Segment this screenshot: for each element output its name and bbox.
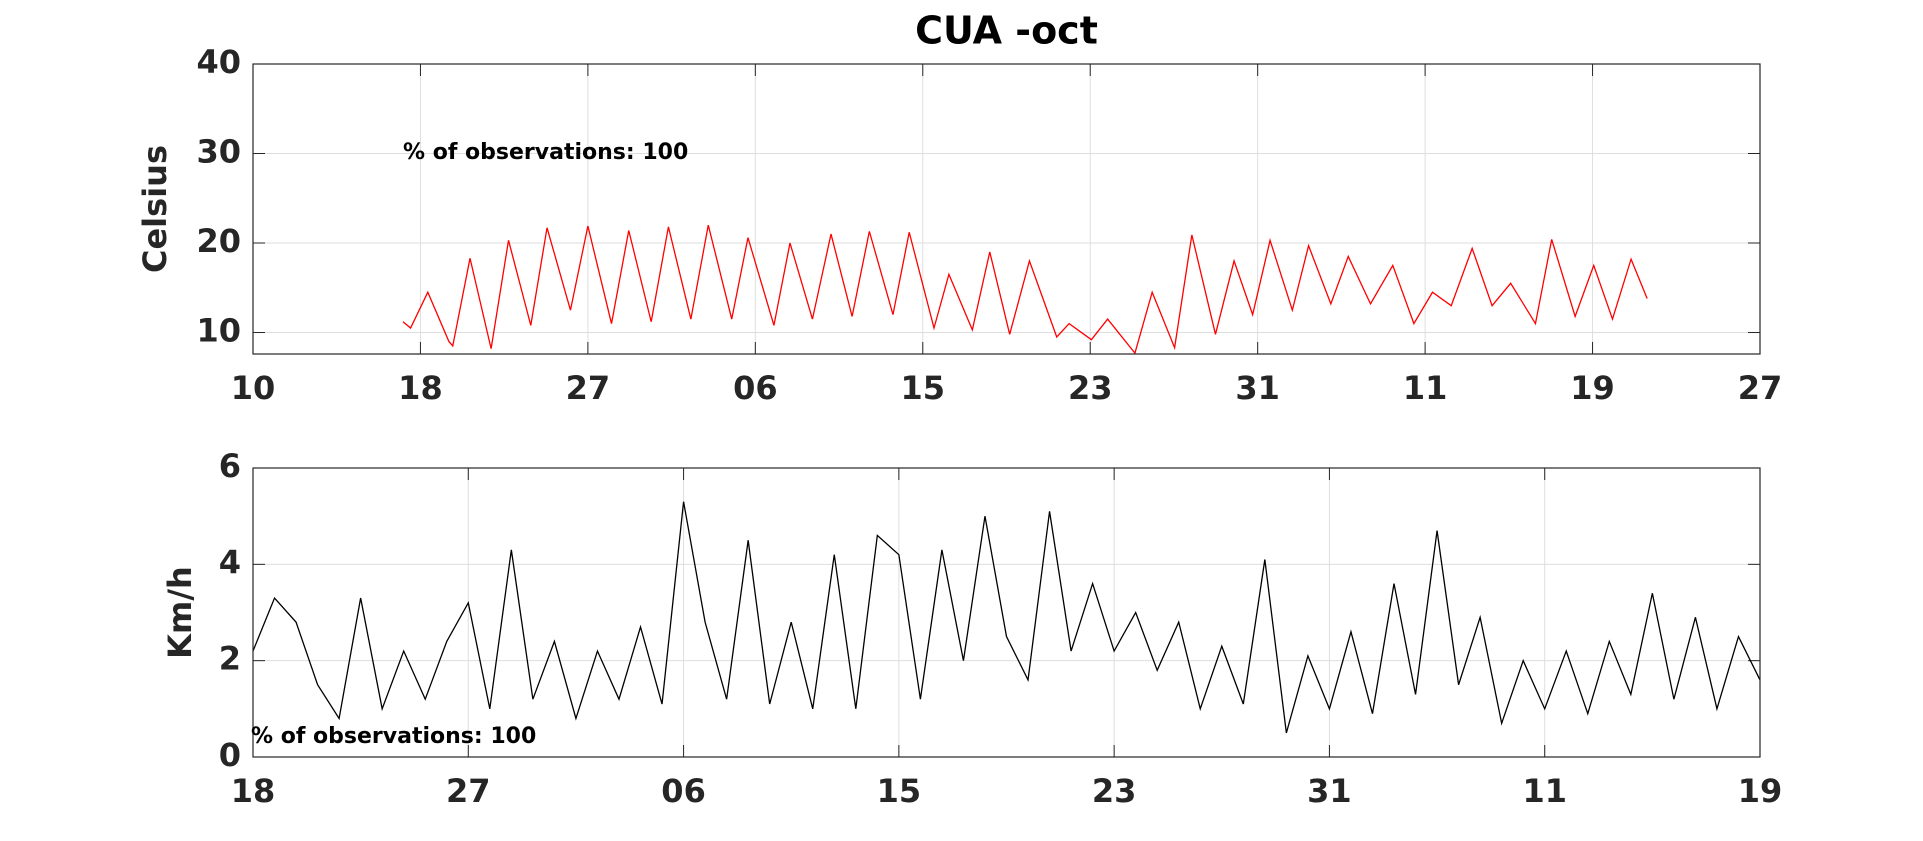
- y-axis-label: Celsius: [136, 145, 174, 273]
- x-tick-label: 27: [566, 369, 611, 407]
- x-tick-label: 15: [877, 772, 922, 810]
- x-tick-label: 27: [1738, 369, 1783, 407]
- x-tick-label: 15: [901, 369, 946, 407]
- x-tick-label: 19: [1570, 369, 1615, 407]
- x-tick-label: 06: [733, 369, 778, 407]
- chart-title: CUA -oct: [915, 9, 1098, 53]
- x-tick-label: 11: [1522, 772, 1567, 810]
- x-tick-label: 18: [398, 369, 443, 407]
- y-tick-label: 40: [196, 43, 241, 81]
- x-tick-label: 23: [1068, 369, 1113, 407]
- x-tick-label: 31: [1307, 772, 1352, 810]
- y-tick-label: 2: [219, 640, 241, 678]
- data-line: [252, 501, 1761, 734]
- x-tick-label: 18: [231, 772, 276, 810]
- axes-frame: [252, 467, 1761, 758]
- y-tick-label: 30: [196, 133, 241, 171]
- x-tick-label: 27: [446, 772, 491, 810]
- y-tick-label: 10: [196, 312, 241, 350]
- plot-area: [253, 468, 1760, 757]
- y-tick-label: 6: [219, 447, 241, 485]
- x-tick-label: 06: [661, 772, 706, 810]
- x-tick-label: 11: [1403, 369, 1448, 407]
- x-tick-label: 23: [1092, 772, 1137, 810]
- x-tick-label: 19: [1738, 772, 1783, 810]
- y-tick-label: 0: [219, 736, 241, 774]
- plot-area: [253, 64, 1760, 354]
- y-axis-label: Km/h: [161, 566, 199, 659]
- annotation: % of observations: 100: [251, 724, 536, 749]
- annotation: % of observations: 100: [403, 140, 688, 165]
- axes-frame: [252, 63, 1761, 355]
- x-tick-label: 31: [1235, 369, 1280, 407]
- x-tick-label: 10: [231, 369, 276, 407]
- y-tick-label: 20: [196, 222, 241, 260]
- data-line: [402, 224, 1648, 355]
- y-tick-label: 4: [219, 543, 241, 581]
